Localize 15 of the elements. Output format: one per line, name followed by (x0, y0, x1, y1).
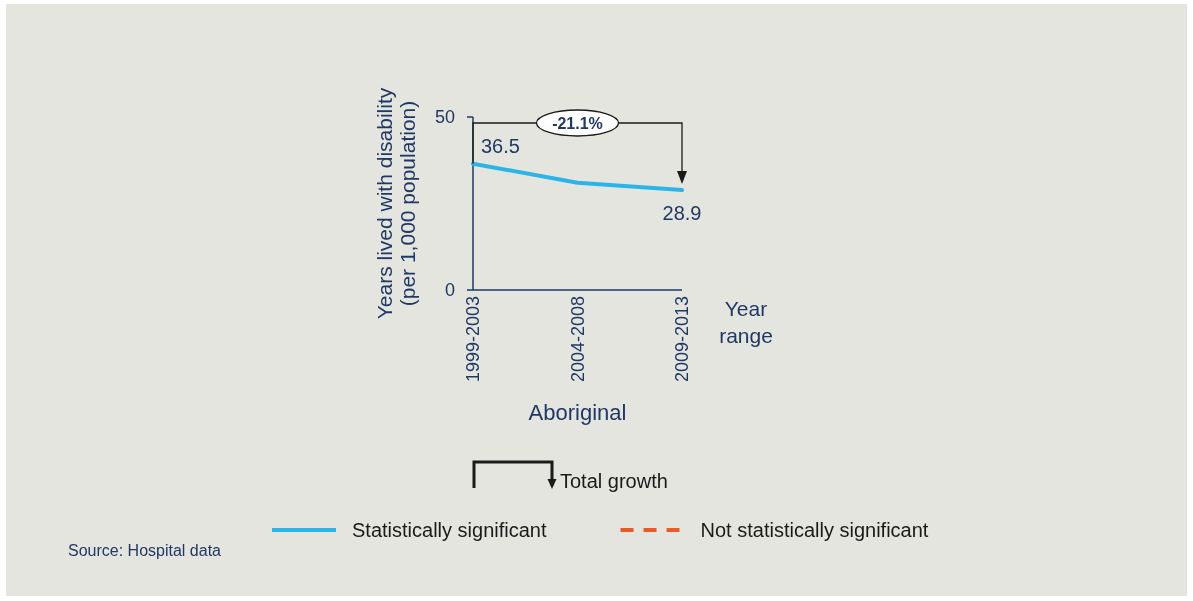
x-axis-title: Year range (719, 297, 773, 347)
y-axis-title: Years lived with disability (per 1,000 population) (373, 87, 419, 320)
y-tick-label: 0 (444, 280, 455, 300)
legend-label: Not statistically significant (700, 519, 929, 541)
y-tick-label: 50 (434, 107, 455, 127)
text: Aboriginal (528, 400, 627, 425)
legend-label: Statistically significant (352, 519, 547, 541)
x-tick-label: 2009-2013 (672, 296, 693, 383)
x-tick-label: 1999-2003 (463, 296, 484, 383)
source-note: Source: Hospital data (68, 542, 222, 559)
x-tick-label: 2004-2008 (567, 296, 588, 383)
text: Total growth (560, 470, 668, 492)
data-label: 28.9 (662, 202, 702, 225)
annotation: -21.1% (552, 115, 603, 132)
data-label: 36.5 (481, 134, 520, 157)
